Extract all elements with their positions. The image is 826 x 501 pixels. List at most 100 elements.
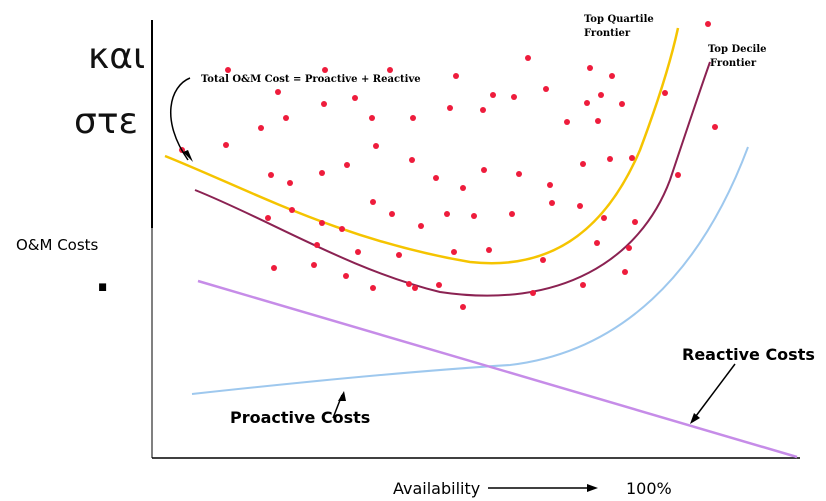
reactive-arrowhead: [690, 413, 700, 424]
scatter-dot: [594, 240, 600, 246]
scatter-dot: [629, 155, 635, 161]
scatter-dot: [275, 89, 281, 95]
top-quartile-label-1: Top Quartile: [584, 14, 654, 25]
scatter-dot: [311, 262, 317, 268]
scatter-dot: [587, 65, 593, 71]
scatter-dot: [543, 86, 549, 92]
top-decile-label-2: Frontier: [710, 58, 757, 69]
scatter-dot: [258, 125, 264, 131]
scatter-dot: [287, 180, 293, 186]
scatter-dot: [622, 269, 628, 275]
scatter-dot: [486, 247, 492, 253]
scatter-dot: [370, 285, 376, 291]
scatter-dot: [598, 92, 604, 98]
top-quartile-frontier-curve: [164, 27, 680, 265]
scatter-dot: [352, 95, 358, 101]
scatter-dot: [480, 107, 486, 113]
scatter-dot: [355, 249, 361, 255]
scatter-dot: [453, 73, 459, 79]
scatter-dot: [447, 105, 453, 111]
reactive-cost-line: [197, 279, 798, 459]
top-quartile-label-2: Frontier: [584, 28, 631, 39]
scatter-dot: [601, 215, 607, 221]
scatter-dot: [564, 119, 570, 125]
scatter-dot: [406, 281, 412, 287]
scatter-points: [179, 21, 718, 310]
scatter-dot: [705, 21, 711, 27]
scatter-dot: [451, 249, 457, 255]
availability-arrowhead: [587, 484, 598, 492]
scatter-dot: [409, 157, 415, 163]
scatter-dot: [321, 101, 327, 107]
scatter-dot: [389, 211, 395, 217]
scatter-dot: [626, 245, 632, 251]
scatter-dot: [373, 143, 379, 149]
x-axis-label: Availability: [393, 479, 480, 498]
scatter-dot: [509, 211, 515, 217]
scatter-dot: [490, 92, 496, 98]
scatter-dot: [540, 257, 546, 263]
scatter-dot: [396, 252, 402, 258]
scatter-dot: [289, 207, 295, 213]
x-axis-end-label: 100%: [626, 479, 672, 498]
scatter-dot: [418, 223, 424, 229]
total-cost-arrow: [169, 77, 191, 161]
proactive-costs-label: Proactive Costs: [230, 408, 370, 427]
greek-text-line-2: στε: [74, 101, 138, 142]
total-cost-arrowhead: [183, 150, 193, 162]
scatter-dot: [525, 55, 531, 61]
scatter-dot: [609, 73, 615, 79]
proactive-arrowhead: [338, 391, 346, 401]
scatter-dot: [460, 304, 466, 310]
scatter-dot: [410, 115, 416, 121]
scatter-dot: [460, 185, 466, 191]
scatter-dot: [370, 199, 376, 205]
scatter-dot: [577, 203, 583, 209]
scatter-dot: [265, 215, 271, 221]
scatter-dot: [319, 170, 325, 176]
scatter-dot: [481, 167, 487, 173]
scatter-dot: [436, 282, 442, 288]
total-cost-label: Total O&M Cost = Proactive + Reactive: [201, 74, 421, 85]
scatter-dot: [412, 285, 418, 291]
scatter-dot: [433, 175, 439, 181]
scatter-dot: [632, 219, 638, 225]
scatter-dot: [619, 101, 625, 107]
proactive-cost-curve: [191, 146, 749, 395]
scatter-dot: [607, 156, 613, 162]
scatter-dot: [595, 118, 601, 124]
scatter-dot: [580, 282, 586, 288]
top-decile-frontier-curve: [194, 61, 711, 297]
scatter-dot: [339, 226, 345, 232]
reactive-arrow: [692, 363, 736, 421]
scatter-dot: [712, 124, 718, 130]
scatter-dot: [387, 67, 393, 73]
greek-text-line-3: .: [95, 255, 110, 301]
reactive-costs-label: Reactive Costs: [682, 345, 815, 364]
y-axis-label: O&M Costs: [16, 236, 99, 254]
scatter-dot: [319, 220, 325, 226]
scatter-dot: [344, 162, 350, 168]
scatter-dot: [662, 90, 668, 96]
scatter-dot: [225, 67, 231, 73]
scatter-dot: [268, 172, 274, 178]
scatter-dot: [314, 242, 320, 248]
scatter-dot: [584, 100, 590, 106]
scatter-dot: [223, 142, 229, 148]
scatter-dot: [471, 213, 477, 219]
scatter-dot: [580, 161, 586, 167]
scatter-dot: [547, 182, 553, 188]
scatter-dot: [549, 200, 555, 206]
greek-text-line-1: και: [88, 36, 146, 77]
top-decile-label-1: Top Decile: [708, 44, 767, 55]
scatter-dot: [511, 94, 517, 100]
scatter-dot: [530, 290, 536, 296]
scatter-dot: [343, 273, 349, 279]
scatter-dot: [283, 115, 289, 121]
scatter-dot: [516, 171, 522, 177]
scatter-dot: [322, 67, 328, 73]
scatter-dot: [369, 115, 375, 121]
scatter-dot: [675, 172, 681, 178]
scatter-dot: [271, 265, 277, 271]
